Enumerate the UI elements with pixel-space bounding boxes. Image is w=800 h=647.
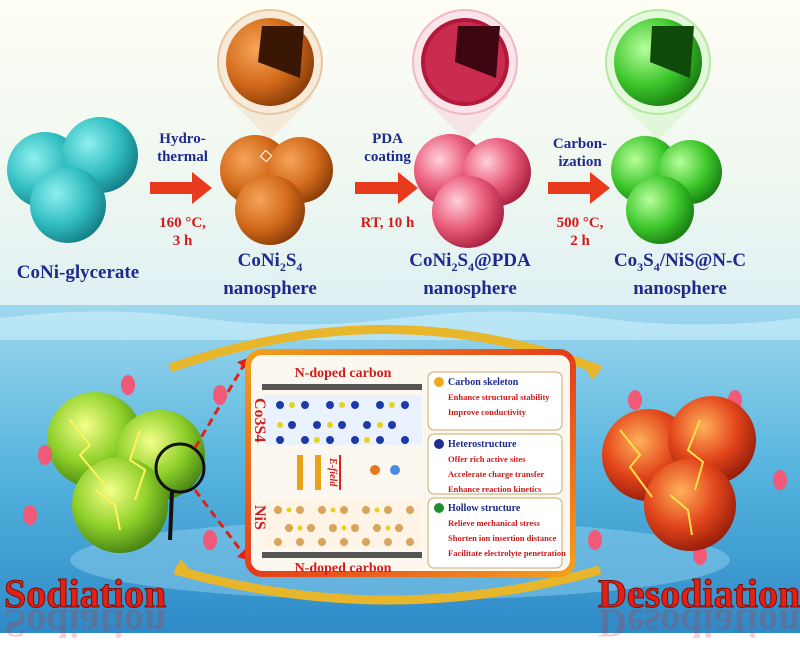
e-field-label: E-field bbox=[327, 458, 338, 487]
stage-glycerate-label: CoNi-glycerate bbox=[16, 262, 140, 283]
pda-spheres bbox=[414, 134, 531, 248]
feature-carbon-skeleton: Carbon skeleton Enhance structural stabi… bbox=[448, 377, 550, 417]
coni-glycerate-spheres bbox=[7, 117, 138, 243]
step-carbonization-label: Carbon-ization bbox=[552, 136, 608, 170]
final-spheres bbox=[611, 136, 722, 244]
arrow-carbonization bbox=[548, 172, 610, 204]
nis-lattice bbox=[264, 500, 422, 548]
final-magnified-sphere bbox=[605, 9, 711, 140]
step-hydrothermal-conditions: 160 °C, 3 h bbox=[159, 215, 206, 249]
ndoped-carbon-bottom-label: N-doped carbon bbox=[294, 561, 392, 576]
top-arrow-head bbox=[584, 366, 600, 380]
arrow-hydrothermal bbox=[150, 172, 212, 204]
sodiation-label: Sodiation bbox=[3, 571, 167, 617]
step-pda-label: PDA coating bbox=[364, 131, 411, 165]
ndoped-carbon-top-label: N-doped carbon bbox=[294, 366, 392, 381]
bottom-curved-arrow bbox=[173, 565, 602, 605]
co3s4-lattice bbox=[264, 395, 422, 445]
magnifier-icon bbox=[154, 442, 206, 541]
nis-vertical-label: NiS bbox=[251, 505, 268, 530]
step-pda-conditions: RT, 10 h bbox=[360, 215, 415, 231]
feature-heterostructure: Heterostructure Offer rich active sites … bbox=[448, 439, 545, 494]
pda-magnified-sphere bbox=[412, 9, 518, 140]
schematic-canvas bbox=[0, 0, 800, 633]
arrow-pda-coating bbox=[355, 172, 418, 204]
stage-pda-label: CoNi2S4@PDA nanosphere bbox=[409, 250, 531, 299]
desodiation-label: Desodiation bbox=[597, 571, 800, 617]
co3s4-vertical-label: Co3S4 bbox=[251, 398, 268, 443]
desodiation-reflection: Desodiation bbox=[598, 601, 800, 646]
feature-icons bbox=[427, 371, 563, 569]
step-hydrothermal-label: Hydro-thermal bbox=[157, 131, 208, 165]
dashed-arrow-down bbox=[193, 489, 250, 561]
desodiation-spheres bbox=[602, 396, 756, 551]
coni2s4-magnified-sphere bbox=[217, 9, 323, 140]
stage-coni2s4-label: CoNi2S4 nanosphere bbox=[223, 250, 317, 299]
step-carbonization-conditions: 500 °C, 2 h bbox=[556, 215, 604, 249]
coni2s4-spheres bbox=[220, 135, 333, 245]
mechanism-panel bbox=[245, 349, 576, 577]
carbon-layer-bottom bbox=[262, 552, 422, 558]
carbon-layer-top bbox=[262, 384, 422, 390]
feature-hollow-structure: Hollow structure Relieve mechanical stre… bbox=[448, 503, 566, 558]
e-field-arrows bbox=[297, 455, 400, 490]
bottom-arrow-head bbox=[175, 559, 191, 571]
stage-final-label: Co3S4/NiS@N-C nanosphere bbox=[613, 250, 747, 299]
sodiation-reflection: Sodiation bbox=[4, 601, 167, 646]
